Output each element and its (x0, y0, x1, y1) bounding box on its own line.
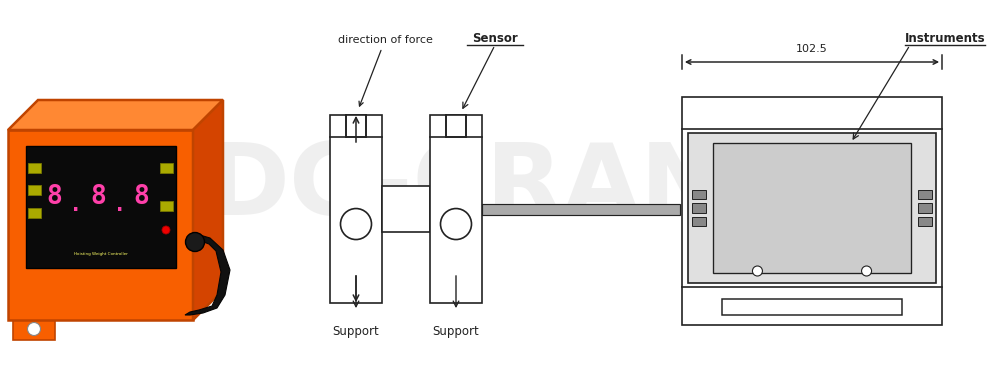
Polygon shape (193, 100, 223, 320)
Text: 8: 8 (133, 184, 149, 210)
Text: Hoisting Weight Controller: Hoisting Weight Controller (74, 252, 128, 256)
Circle shape (340, 209, 372, 240)
Circle shape (186, 232, 205, 252)
Circle shape (862, 266, 872, 276)
Bar (382, 186, 430, 231)
Bar (692, 203, 706, 213)
Bar (28, 163, 41, 173)
Bar (722, 299, 902, 315)
Text: Instruments: Instruments (905, 32, 986, 45)
Bar (330, 115, 382, 303)
Circle shape (28, 322, 40, 336)
Text: 8: 8 (46, 184, 62, 210)
Text: Support: Support (333, 325, 379, 338)
Text: 8: 8 (90, 184, 106, 210)
Polygon shape (185, 233, 230, 315)
Text: Sensor: Sensor (472, 32, 518, 45)
Bar (692, 217, 706, 226)
Bar (692, 190, 706, 199)
Bar (918, 217, 932, 226)
Circle shape (440, 209, 472, 240)
Text: direction of force: direction of force (338, 35, 432, 106)
Bar (13, 318, 55, 340)
Bar (682, 97, 942, 325)
Bar (918, 190, 932, 199)
Bar (28, 185, 41, 195)
Bar (713, 143, 911, 273)
Polygon shape (8, 100, 223, 130)
Circle shape (752, 266, 762, 276)
Bar (160, 163, 173, 173)
Bar (918, 203, 932, 213)
Bar (8, 130, 193, 320)
Bar (446, 115, 466, 137)
Circle shape (162, 226, 170, 234)
Bar (688, 133, 936, 283)
Bar (482, 204, 680, 214)
Text: Support: Support (433, 325, 479, 338)
Bar (160, 201, 173, 211)
Bar (346, 115, 366, 137)
Text: 102.5: 102.5 (796, 44, 828, 54)
Bar (28, 208, 41, 218)
Text: DG-CRANE: DG-CRANE (207, 140, 793, 237)
Bar (26, 146, 176, 268)
Text: .: . (72, 196, 80, 215)
Text: .: . (116, 196, 124, 215)
Bar (430, 115, 482, 303)
